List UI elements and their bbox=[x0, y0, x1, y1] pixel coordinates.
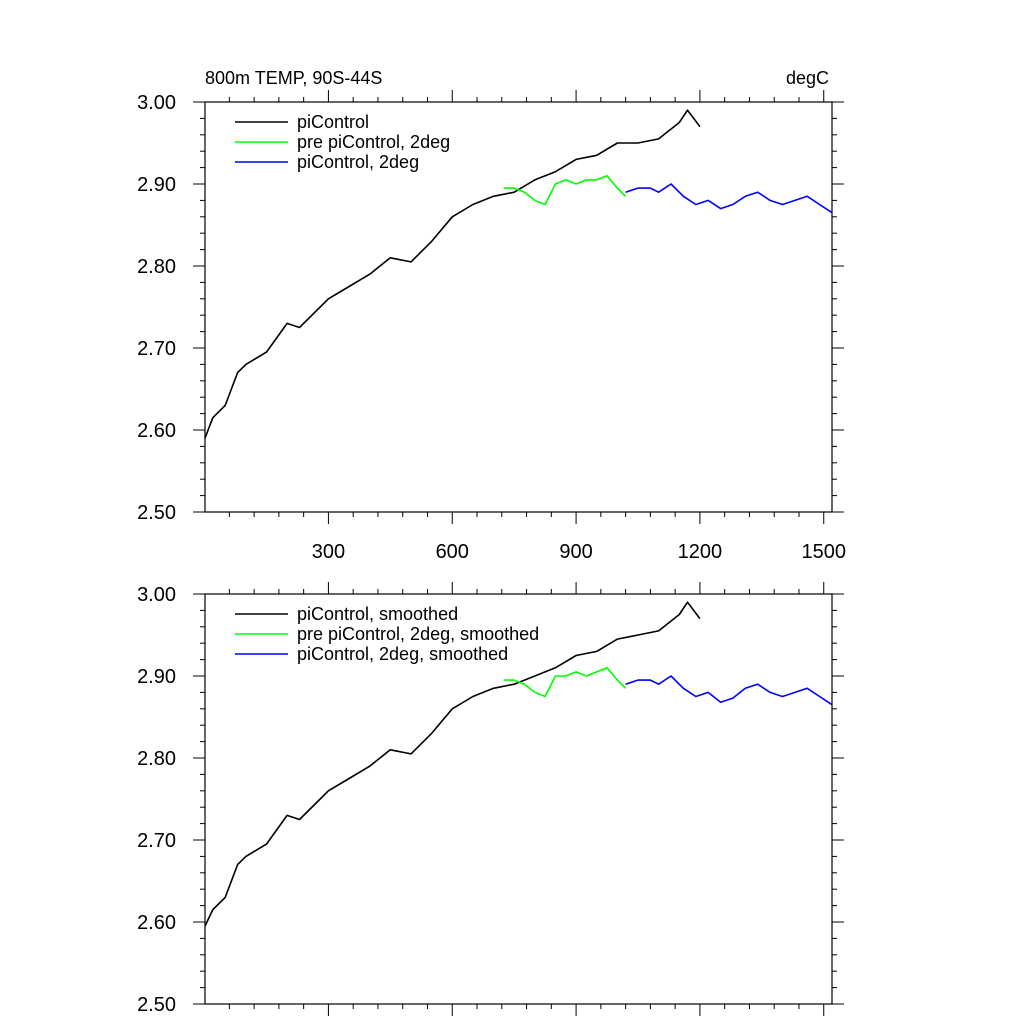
chart-title: 800m TEMP, 90S-44S bbox=[205, 68, 382, 88]
x-tick-label: 1200 bbox=[678, 541, 723, 563]
y-tick-label: 2.70 bbox=[137, 338, 176, 360]
series-line-picontrol-2deg bbox=[625, 183, 833, 214]
y-tick-label: 2.50 bbox=[137, 994, 176, 1016]
y-tick-label: 2.60 bbox=[137, 912, 176, 934]
legend-label: piControl bbox=[297, 112, 369, 132]
y-tick-label: 3.00 bbox=[137, 92, 176, 114]
y-tick-label: 2.80 bbox=[137, 256, 176, 278]
y-tick-label: 2.80 bbox=[137, 748, 176, 770]
legend-label: piControl, 2deg bbox=[297, 152, 419, 172]
y-tick-labels: 2.50 2.60 2.70 2.80 2.90 3.00 bbox=[137, 92, 176, 524]
bottom-chart-panel: 2.50 2.60 2.70 2.80 2.90 3.00 piControl, smoo… bbox=[137, 582, 844, 1016]
legend-label: piControl, 2deg, smoothed bbox=[297, 644, 508, 664]
legend-label: pre piControl, 2deg bbox=[297, 132, 450, 152]
y-tick-label: 2.90 bbox=[137, 666, 176, 688]
y-tick-label: 2.60 bbox=[137, 420, 176, 442]
y-tick-label: 2.70 bbox=[137, 830, 176, 852]
units-label: degC bbox=[786, 68, 829, 88]
y-tick-labels: 2.50 2.60 2.70 2.80 2.90 3.00 bbox=[137, 584, 176, 1016]
series-line-picontrol bbox=[204, 109, 701, 439]
legend-label: pre piControl, 2deg, smoothed bbox=[297, 624, 539, 644]
y-tick-label: 2.50 bbox=[137, 502, 176, 524]
series-line-pre-picontrol-2deg bbox=[503, 175, 627, 206]
x-tick-label: 300 bbox=[312, 541, 345, 563]
x-tick-label: 600 bbox=[436, 541, 469, 563]
x-tick-label: 900 bbox=[559, 541, 592, 563]
plot-frame bbox=[204, 593, 833, 1005]
y-tick-label: 2.90 bbox=[137, 174, 176, 196]
series-line-picontrol-2deg-smoothed bbox=[625, 675, 833, 706]
axis-ticks bbox=[193, 582, 844, 1016]
plot-frame bbox=[204, 101, 833, 513]
y-tick-label: 3.00 bbox=[137, 584, 176, 606]
series-line-pre-picontrol-2deg-smoothed bbox=[503, 666, 627, 698]
x-tick-labels: 300 600 900 1200 1500 bbox=[312, 541, 846, 563]
series-line-picontrol-smoothed bbox=[204, 601, 701, 927]
series-lines bbox=[204, 601, 833, 927]
legend-label: piControl, smoothed bbox=[297, 604, 458, 624]
axis-ticks bbox=[193, 90, 844, 524]
x-tick-label: 1500 bbox=[801, 541, 846, 563]
top-chart-panel: 800m TEMP, 90S-44S degC 2.50 2.60 2.70 2.80… bbox=[137, 68, 846, 563]
series-lines bbox=[204, 109, 833, 439]
